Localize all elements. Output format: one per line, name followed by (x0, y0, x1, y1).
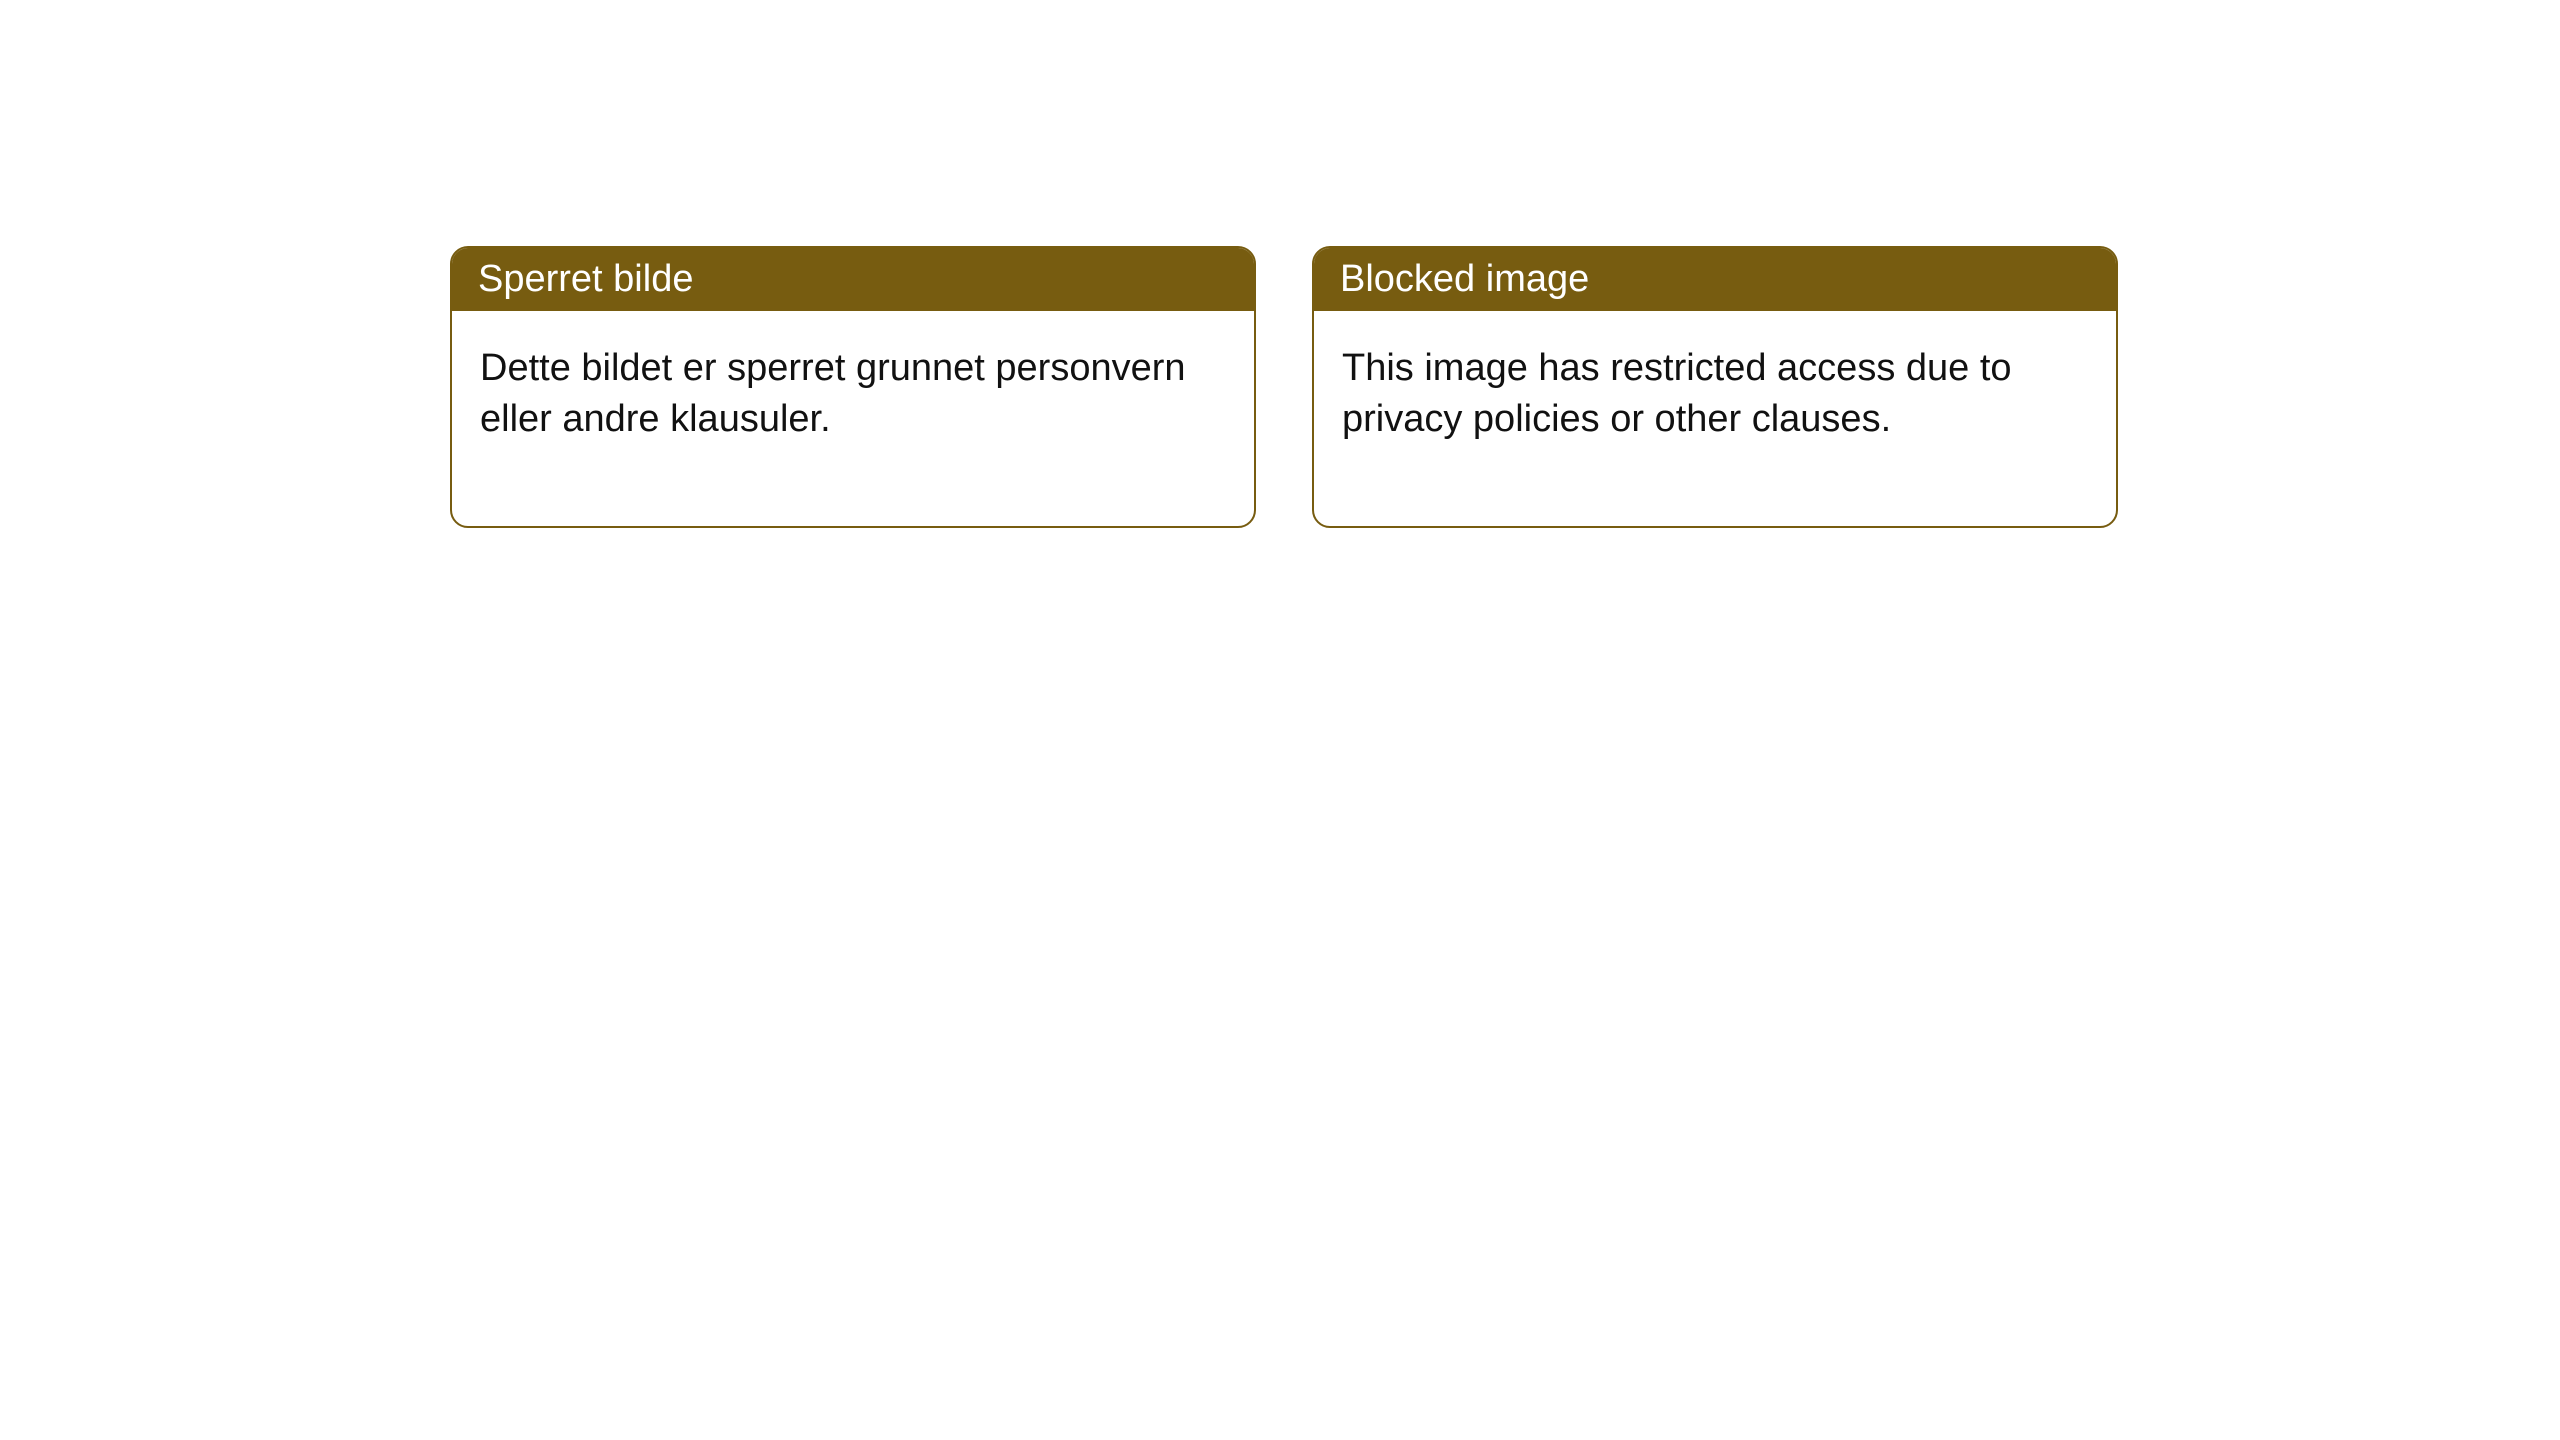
notice-card-english: Blocked image This image has restricted … (1312, 246, 2118, 528)
notice-body-english: This image has restricted access due to … (1314, 311, 2116, 526)
notice-card-norwegian: Sperret bilde Dette bildet er sperret gr… (450, 246, 1256, 528)
notice-container: Sperret bilde Dette bildet er sperret gr… (0, 0, 2560, 528)
notice-title-norwegian: Sperret bilde (452, 248, 1254, 311)
notice-body-norwegian: Dette bildet er sperret grunnet personve… (452, 311, 1254, 526)
notice-title-english: Blocked image (1314, 248, 2116, 311)
